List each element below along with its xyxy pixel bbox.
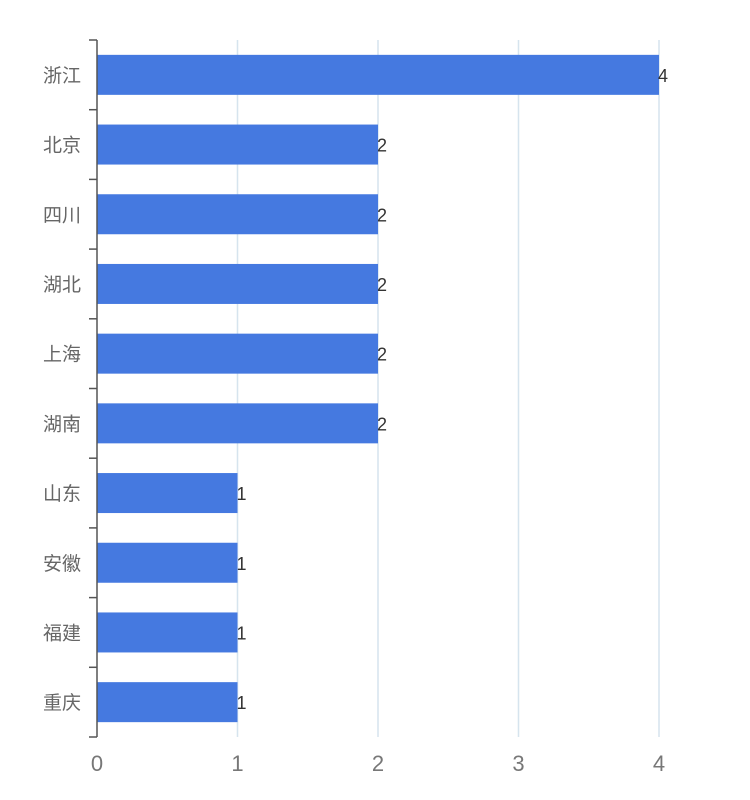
x-tick-label: 0 bbox=[91, 751, 103, 776]
data-label: 1 bbox=[237, 693, 247, 713]
data-label: 1 bbox=[237, 623, 247, 643]
data-label: 2 bbox=[377, 275, 387, 295]
category-label: 山东 bbox=[43, 483, 81, 505]
bar bbox=[97, 612, 238, 653]
bar bbox=[97, 194, 378, 235]
data-label: 2 bbox=[377, 345, 387, 365]
x-tick-label: 3 bbox=[512, 751, 524, 776]
bar bbox=[97, 403, 378, 444]
category-label: 四川 bbox=[43, 204, 81, 226]
data-label: 1 bbox=[237, 554, 247, 574]
bar bbox=[97, 473, 238, 514]
category-label: 浙江 bbox=[43, 65, 81, 87]
bar bbox=[97, 54, 659, 95]
bar bbox=[97, 124, 378, 165]
bars bbox=[97, 54, 659, 723]
x-tick-label: 1 bbox=[231, 751, 243, 776]
category-label: 上海 bbox=[43, 344, 81, 366]
x-tick-label: 2 bbox=[372, 751, 384, 776]
category-label: 福建 bbox=[43, 622, 81, 644]
bar bbox=[97, 263, 378, 304]
data-label: 2 bbox=[377, 414, 387, 434]
labels: 浙江 4 北京 2 四川 2 湖北 2 上海 2 湖南 2 山东 1 安徽 1 福建 1 重庆 1 0 1 2 3 4 bbox=[43, 65, 668, 776]
category-label: 安徽 bbox=[43, 553, 81, 575]
bar bbox=[97, 542, 238, 583]
category-label: 湖北 bbox=[43, 274, 81, 296]
data-label: 2 bbox=[377, 136, 387, 156]
category-label: 重庆 bbox=[43, 692, 81, 714]
axes bbox=[89, 39, 98, 738]
data-label: 2 bbox=[377, 205, 387, 225]
bar bbox=[97, 333, 378, 374]
data-label: 4 bbox=[658, 66, 668, 86]
category-label: 北京 bbox=[43, 135, 81, 157]
data-label: 1 bbox=[237, 484, 247, 504]
x-tick-label: 4 bbox=[653, 751, 665, 776]
bar bbox=[97, 682, 238, 723]
category-label: 湖南 bbox=[43, 413, 81, 435]
